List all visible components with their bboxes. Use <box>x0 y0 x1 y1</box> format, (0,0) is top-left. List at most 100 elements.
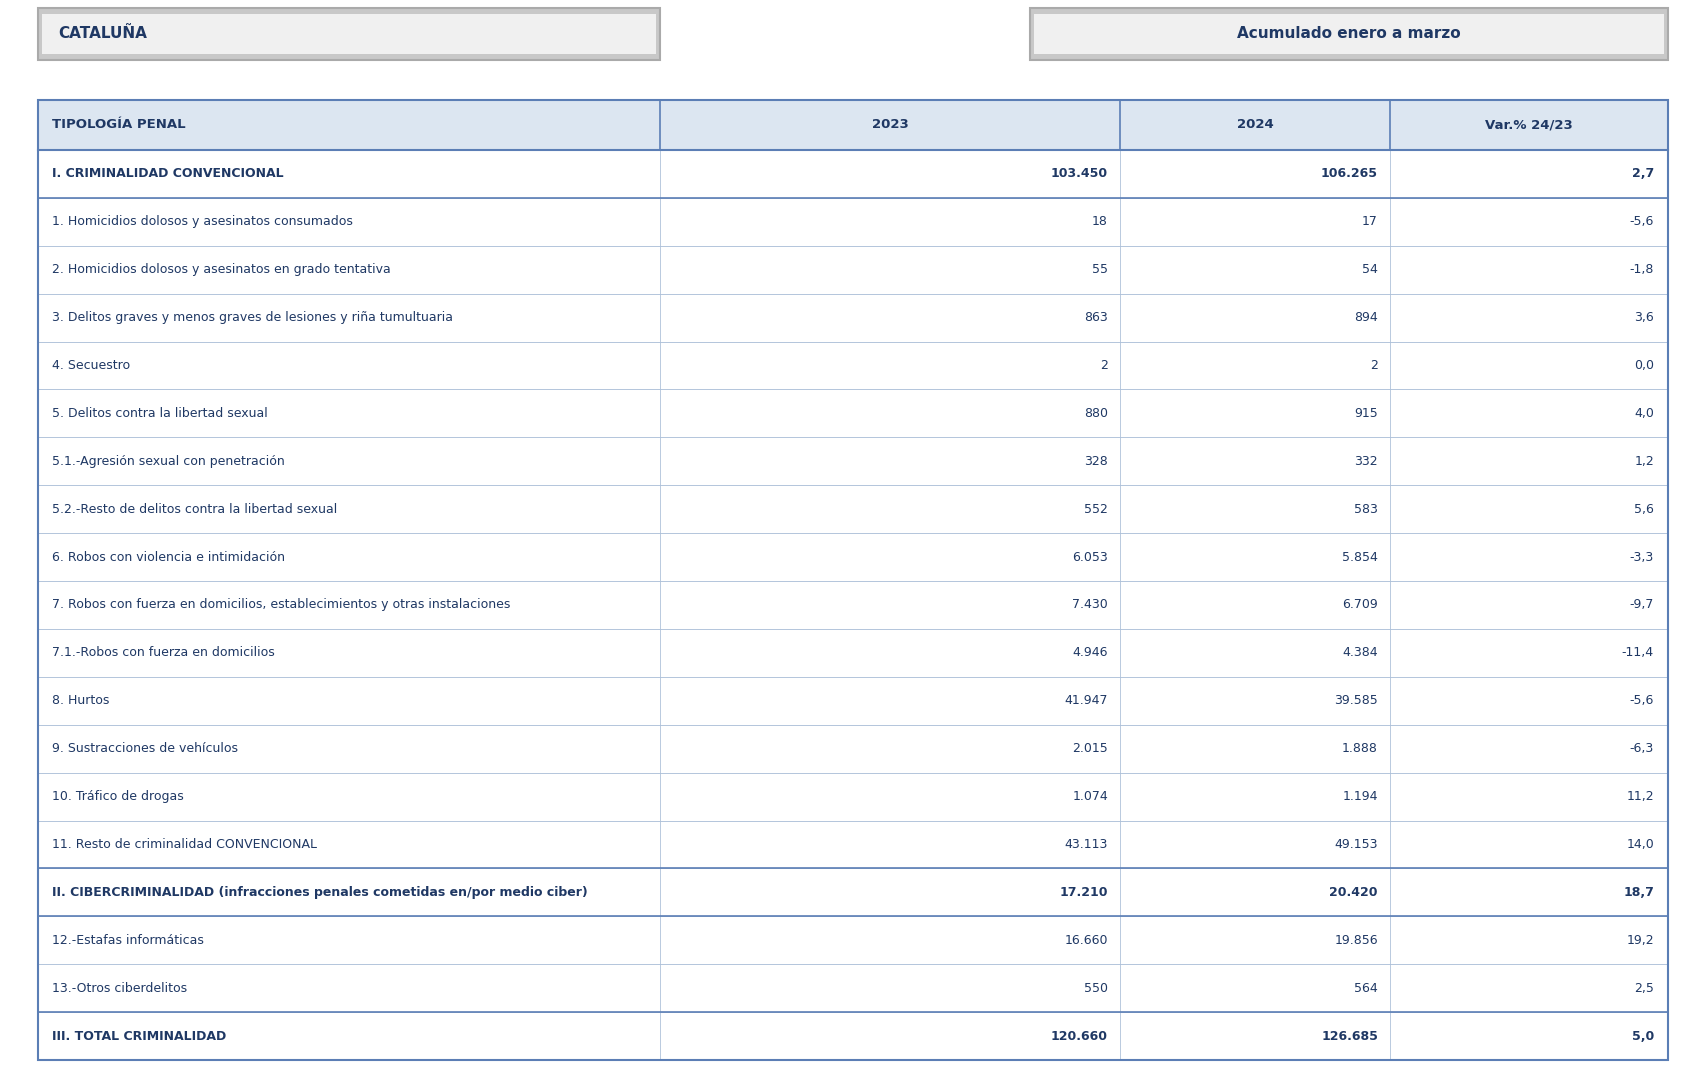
Text: -9,7: -9,7 <box>1628 598 1654 611</box>
Bar <box>38 342 1667 389</box>
Text: 11,2: 11,2 <box>1625 790 1654 803</box>
Text: 10. Tráfico de drogas: 10. Tráfico de drogas <box>51 790 184 803</box>
Text: 6. Robos con violencia e intimidación: 6. Robos con violencia e intimidación <box>51 551 285 564</box>
Text: -6,3: -6,3 <box>1628 742 1654 756</box>
Bar <box>38 628 1667 677</box>
Bar <box>1033 14 1662 54</box>
Text: 880: 880 <box>1083 406 1107 420</box>
Bar <box>38 485 1667 534</box>
Text: 14,0: 14,0 <box>1625 838 1654 851</box>
Text: 863: 863 <box>1084 312 1107 324</box>
Text: 915: 915 <box>1354 406 1378 420</box>
Text: 19.856: 19.856 <box>1333 934 1378 946</box>
Text: 2023: 2023 <box>871 119 907 132</box>
Bar <box>38 198 1667 246</box>
Bar <box>38 150 1667 198</box>
Text: 5.2.-Resto de delitos contra la libertad sexual: 5.2.-Resto de delitos contra la libertad… <box>51 502 338 515</box>
Text: 54: 54 <box>1361 263 1378 276</box>
Text: 894: 894 <box>1354 312 1378 324</box>
Text: 3. Delitos graves y menos graves de lesiones y riña tumultuaria: 3. Delitos graves y menos graves de lesi… <box>51 312 454 324</box>
Text: 4.384: 4.384 <box>1342 647 1378 660</box>
Text: 11. Resto de criminalidad CONVENCIONAL: 11. Resto de criminalidad CONVENCIONAL <box>51 838 317 851</box>
Text: -5,6: -5,6 <box>1628 216 1654 229</box>
Text: 4. Secuestro: 4. Secuestro <box>51 359 130 372</box>
Text: 2,5: 2,5 <box>1633 982 1654 995</box>
Bar <box>43 14 656 54</box>
Text: 126.685: 126.685 <box>1320 1029 1378 1042</box>
Text: 0,0: 0,0 <box>1633 359 1654 372</box>
Bar <box>38 246 1667 293</box>
Text: 103.450: 103.450 <box>1050 167 1107 180</box>
Text: 2.015: 2.015 <box>1072 742 1107 756</box>
Text: 2: 2 <box>1369 359 1378 372</box>
Text: 49.153: 49.153 <box>1333 838 1378 851</box>
Text: 5.1.-Agresión sexual con penetración: 5.1.-Agresión sexual con penetración <box>51 455 285 468</box>
Text: 564: 564 <box>1354 982 1378 995</box>
Bar <box>38 100 1667 1060</box>
Text: 1.194: 1.194 <box>1342 790 1378 803</box>
Text: 550: 550 <box>1083 982 1107 995</box>
Text: 20.420: 20.420 <box>1328 886 1378 899</box>
Text: 5.854: 5.854 <box>1342 551 1378 564</box>
Text: -3,3: -3,3 <box>1628 551 1654 564</box>
Text: 55: 55 <box>1091 263 1107 276</box>
Text: III. TOTAL CRIMINALIDAD: III. TOTAL CRIMINALIDAD <box>51 1029 227 1042</box>
Text: 328: 328 <box>1084 455 1107 468</box>
Bar <box>38 534 1667 581</box>
Text: 8. Hurtos: 8. Hurtos <box>51 694 109 707</box>
Text: CATALUÑA: CATALUÑA <box>58 27 147 41</box>
Text: 18: 18 <box>1091 216 1107 229</box>
Text: 1,2: 1,2 <box>1633 455 1654 468</box>
Text: II. CIBERCRIMINALIDAD (infracciones penales cometidas en/por medio ciber): II. CIBERCRIMINALIDAD (infracciones pena… <box>51 886 588 899</box>
Bar <box>38 100 1667 150</box>
Text: 4.946: 4.946 <box>1072 647 1107 660</box>
Text: Acumulado enero a marzo: Acumulado enero a marzo <box>1236 27 1459 41</box>
Bar <box>38 964 1667 1012</box>
Text: 17: 17 <box>1361 216 1378 229</box>
Text: 4,0: 4,0 <box>1633 406 1654 420</box>
Text: 7.1.-Robos con fuerza en domicilios: 7.1.-Robos con fuerza en domicilios <box>51 647 275 660</box>
Text: 17.210: 17.210 <box>1059 886 1107 899</box>
Bar <box>38 8 660 60</box>
Text: -11,4: -11,4 <box>1621 647 1654 660</box>
Text: 120.660: 120.660 <box>1050 1029 1107 1042</box>
Text: 18,7: 18,7 <box>1621 886 1654 899</box>
Text: -5,6: -5,6 <box>1628 694 1654 707</box>
Bar <box>38 820 1667 869</box>
Bar <box>38 581 1667 628</box>
Text: 2,7: 2,7 <box>1630 167 1654 180</box>
Bar <box>38 1012 1667 1060</box>
Bar <box>38 773 1667 820</box>
Bar <box>38 916 1667 964</box>
Text: 6.709: 6.709 <box>1342 598 1378 611</box>
Bar <box>38 293 1667 342</box>
Text: 13.-Otros ciberdelitos: 13.-Otros ciberdelitos <box>51 982 188 995</box>
Text: Var.% 24/23: Var.% 24/23 <box>1485 119 1572 132</box>
Text: 1. Homicidios dolosos y asesinatos consumados: 1. Homicidios dolosos y asesinatos consu… <box>51 216 353 229</box>
Text: 2024: 2024 <box>1236 119 1272 132</box>
Text: 552: 552 <box>1083 502 1107 515</box>
Text: 19,2: 19,2 <box>1625 934 1654 946</box>
Text: 43.113: 43.113 <box>1064 838 1107 851</box>
Text: TIPOLOGÍA PENAL: TIPOLOGÍA PENAL <box>51 119 186 132</box>
Text: 16.660: 16.660 <box>1064 934 1107 946</box>
Bar <box>38 724 1667 773</box>
Text: 41.947: 41.947 <box>1064 694 1107 707</box>
Text: 7.430: 7.430 <box>1072 598 1107 611</box>
Text: 5,6: 5,6 <box>1633 502 1654 515</box>
Text: 2. Homicidios dolosos y asesinatos en grado tentativa: 2. Homicidios dolosos y asesinatos en gr… <box>51 263 390 276</box>
Text: 1.074: 1.074 <box>1072 790 1107 803</box>
Bar <box>38 869 1667 916</box>
Bar <box>1030 8 1667 60</box>
Bar <box>38 389 1667 438</box>
Bar <box>38 438 1667 485</box>
Text: 3,6: 3,6 <box>1633 312 1654 324</box>
Text: 332: 332 <box>1354 455 1378 468</box>
Text: 1.888: 1.888 <box>1342 742 1378 756</box>
Text: 9. Sustracciones de vehículos: 9. Sustracciones de vehículos <box>51 742 239 756</box>
Text: 7. Robos con fuerza en domicilios, establecimientos y otras instalaciones: 7. Robos con fuerza en domicilios, estab… <box>51 598 510 611</box>
Text: I. CRIMINALIDAD CONVENCIONAL: I. CRIMINALIDAD CONVENCIONAL <box>51 167 283 180</box>
Text: -1,8: -1,8 <box>1628 263 1654 276</box>
Text: 12.-Estafas informáticas: 12.-Estafas informáticas <box>51 934 205 946</box>
Text: 39.585: 39.585 <box>1333 694 1378 707</box>
